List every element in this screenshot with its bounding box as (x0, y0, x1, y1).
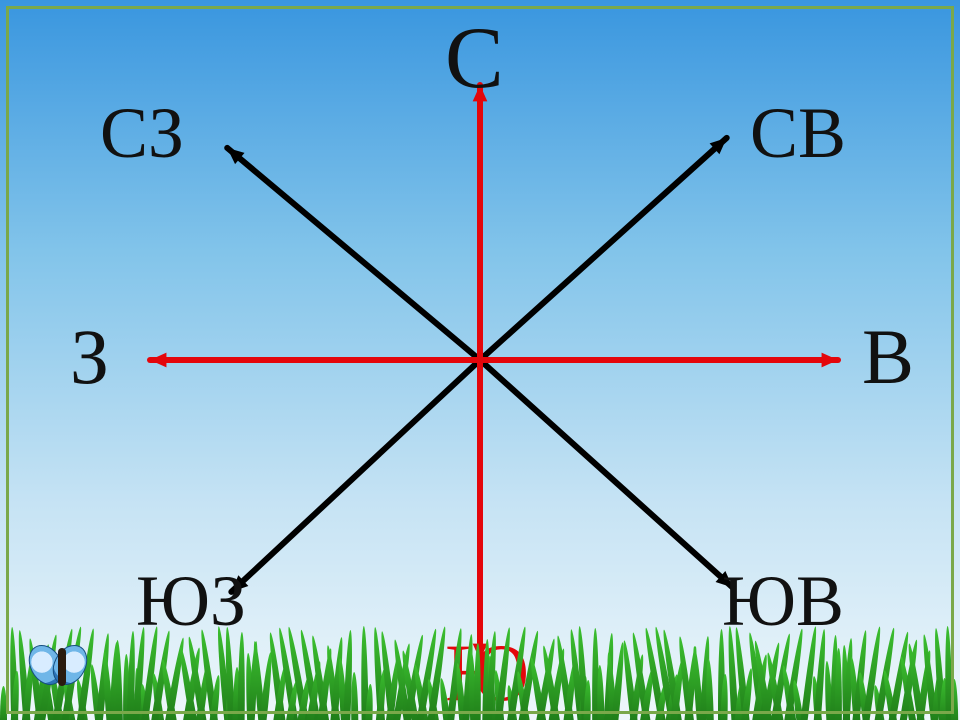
label-w: З (70, 312, 109, 402)
label-nw: СЗ (100, 92, 184, 175)
grass-decoration (0, 610, 960, 720)
label-n: С (445, 8, 504, 109)
butterfly-icon (28, 640, 98, 696)
label-ne: СВ (750, 92, 846, 175)
label-e: В (862, 312, 914, 402)
compass-diagram: { "diagram": { "type": "compass-rose", "… (0, 0, 960, 720)
